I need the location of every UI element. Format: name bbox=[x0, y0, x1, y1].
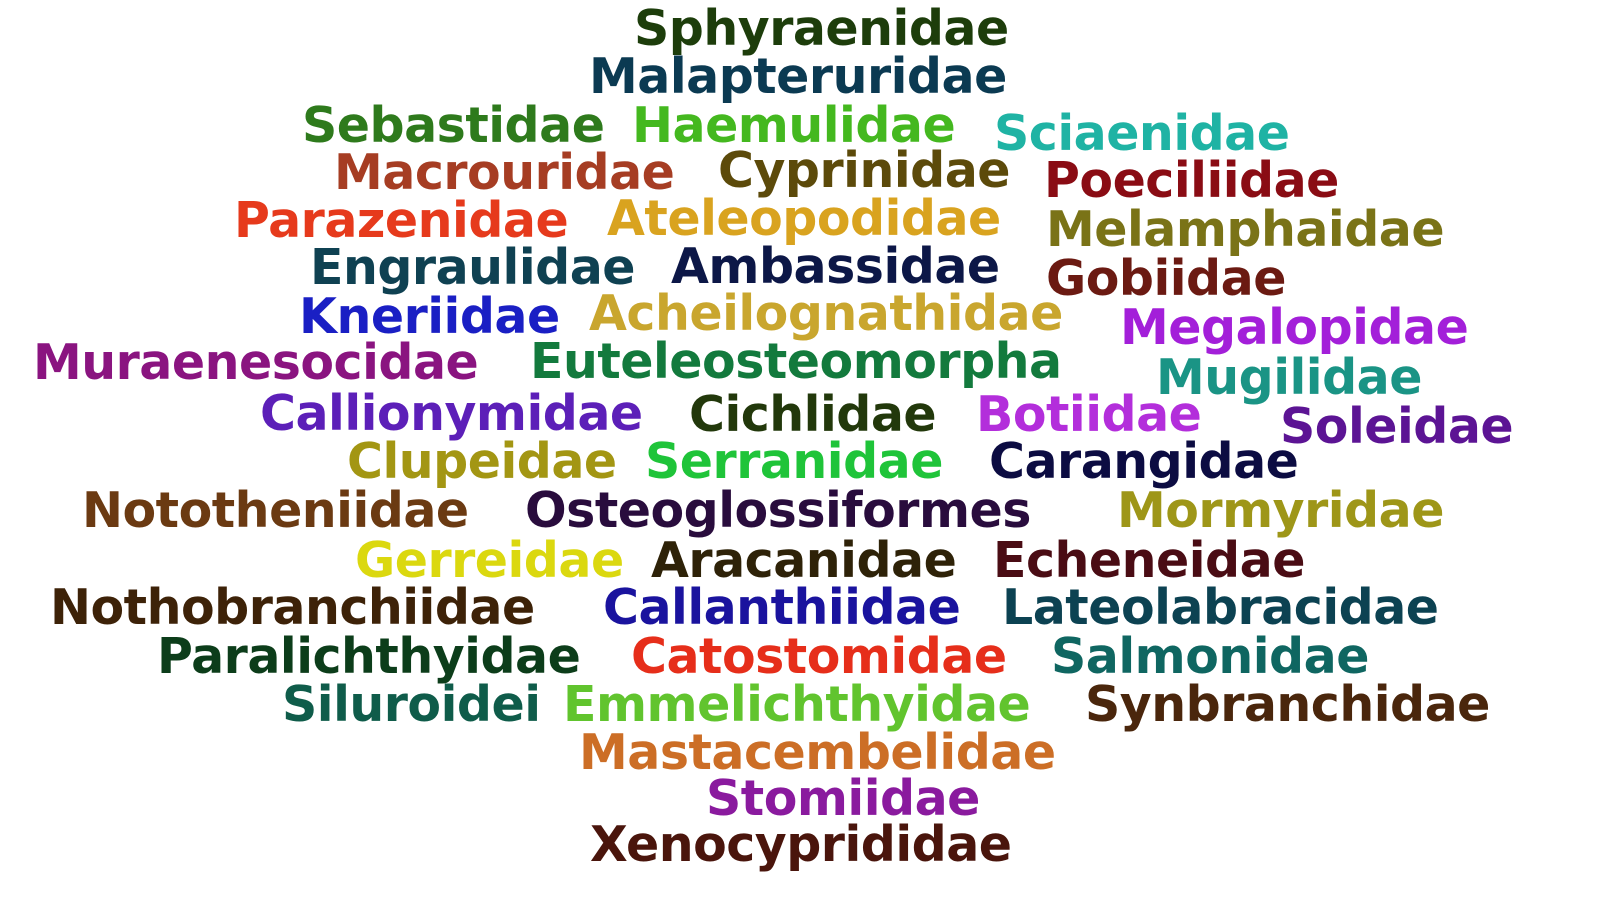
word-siluroidei: Siluroidei bbox=[282, 676, 541, 733]
word-paralichthyidae: Paralichthyidae bbox=[157, 628, 581, 685]
word-osteoglossiformes: Osteoglossiformes bbox=[525, 482, 1031, 539]
word-mastacembelidae: Mastacembelidae bbox=[579, 724, 1056, 781]
word-carangidae: Carangidae bbox=[989, 433, 1299, 490]
word-botiidae: Botiidae bbox=[976, 386, 1202, 443]
word-parazenidae: Parazenidae bbox=[234, 192, 569, 249]
word-gobiidae: Gobiidae bbox=[1046, 250, 1286, 307]
word-sphyraenidae: Sphyraenidae bbox=[634, 0, 1009, 57]
word-poeciliidae: Poeciliidae bbox=[1044, 152, 1339, 209]
word-euteleosteomorpha: Euteleosteomorpha bbox=[530, 333, 1062, 390]
word-kneriidae: Kneriidae bbox=[299, 288, 560, 345]
word-cyprinidae: Cyprinidae bbox=[718, 142, 1011, 199]
word-ateleopodidae: Ateleopodidae bbox=[607, 190, 1001, 247]
word-engraulidae: Engraulidae bbox=[310, 239, 636, 296]
word-echeneidae: Echeneidae bbox=[993, 532, 1305, 589]
word-serranidae: Serranidae bbox=[645, 433, 943, 490]
word-sebastidae: Sebastidae bbox=[302, 97, 605, 154]
word-stomiidae: Stomiidae bbox=[706, 770, 980, 827]
word-muraenesocidae: Muraenesocidae bbox=[33, 334, 479, 391]
word-mugilidae: Mugilidae bbox=[1156, 349, 1422, 406]
word-synbranchidae: Synbranchidae bbox=[1085, 676, 1490, 733]
word-acheilognathidae: Acheilognathidae bbox=[589, 285, 1063, 342]
word-nothobranchiidae: Nothobranchiidae bbox=[50, 579, 535, 636]
word-catostomidae: Catostomidae bbox=[631, 628, 1007, 685]
word-macrouridae: Macrouridae bbox=[334, 144, 675, 201]
word-soleidae: Soleidae bbox=[1280, 398, 1514, 455]
word-mormyridae: Mormyridae bbox=[1117, 482, 1444, 539]
word-callanthiidae: Callanthiidae bbox=[603, 579, 961, 636]
word-callionymidae: Callionymidae bbox=[260, 385, 643, 442]
word-emmelichthyidae: Emmelichthyidae bbox=[563, 676, 1031, 733]
word-melamphaidae: Melamphaidae bbox=[1046, 201, 1445, 258]
word-nototheniidae: Nototheniidae bbox=[82, 482, 469, 539]
word-haemulidae: Haemulidae bbox=[632, 97, 956, 154]
word-clupeidae: Clupeidae bbox=[347, 433, 617, 490]
word-malapteruridae: Malapteruridae bbox=[589, 48, 1007, 105]
word-salmonidae: Salmonidae bbox=[1051, 628, 1369, 685]
word-aracanidae: Aracanidae bbox=[651, 532, 957, 589]
word-gerreidae: Gerreidae bbox=[355, 532, 624, 589]
word-sciaenidae: Sciaenidae bbox=[994, 105, 1290, 162]
word-ambassidae: Ambassidae bbox=[671, 238, 1000, 295]
word-lateolabracidae: Lateolabracidae bbox=[1002, 579, 1439, 636]
word-xenocyprididae: Xenocyprididae bbox=[590, 816, 1012, 873]
word-cichlidae: Cichlidae bbox=[689, 386, 937, 443]
word-megalopidae: Megalopidae bbox=[1120, 299, 1469, 356]
